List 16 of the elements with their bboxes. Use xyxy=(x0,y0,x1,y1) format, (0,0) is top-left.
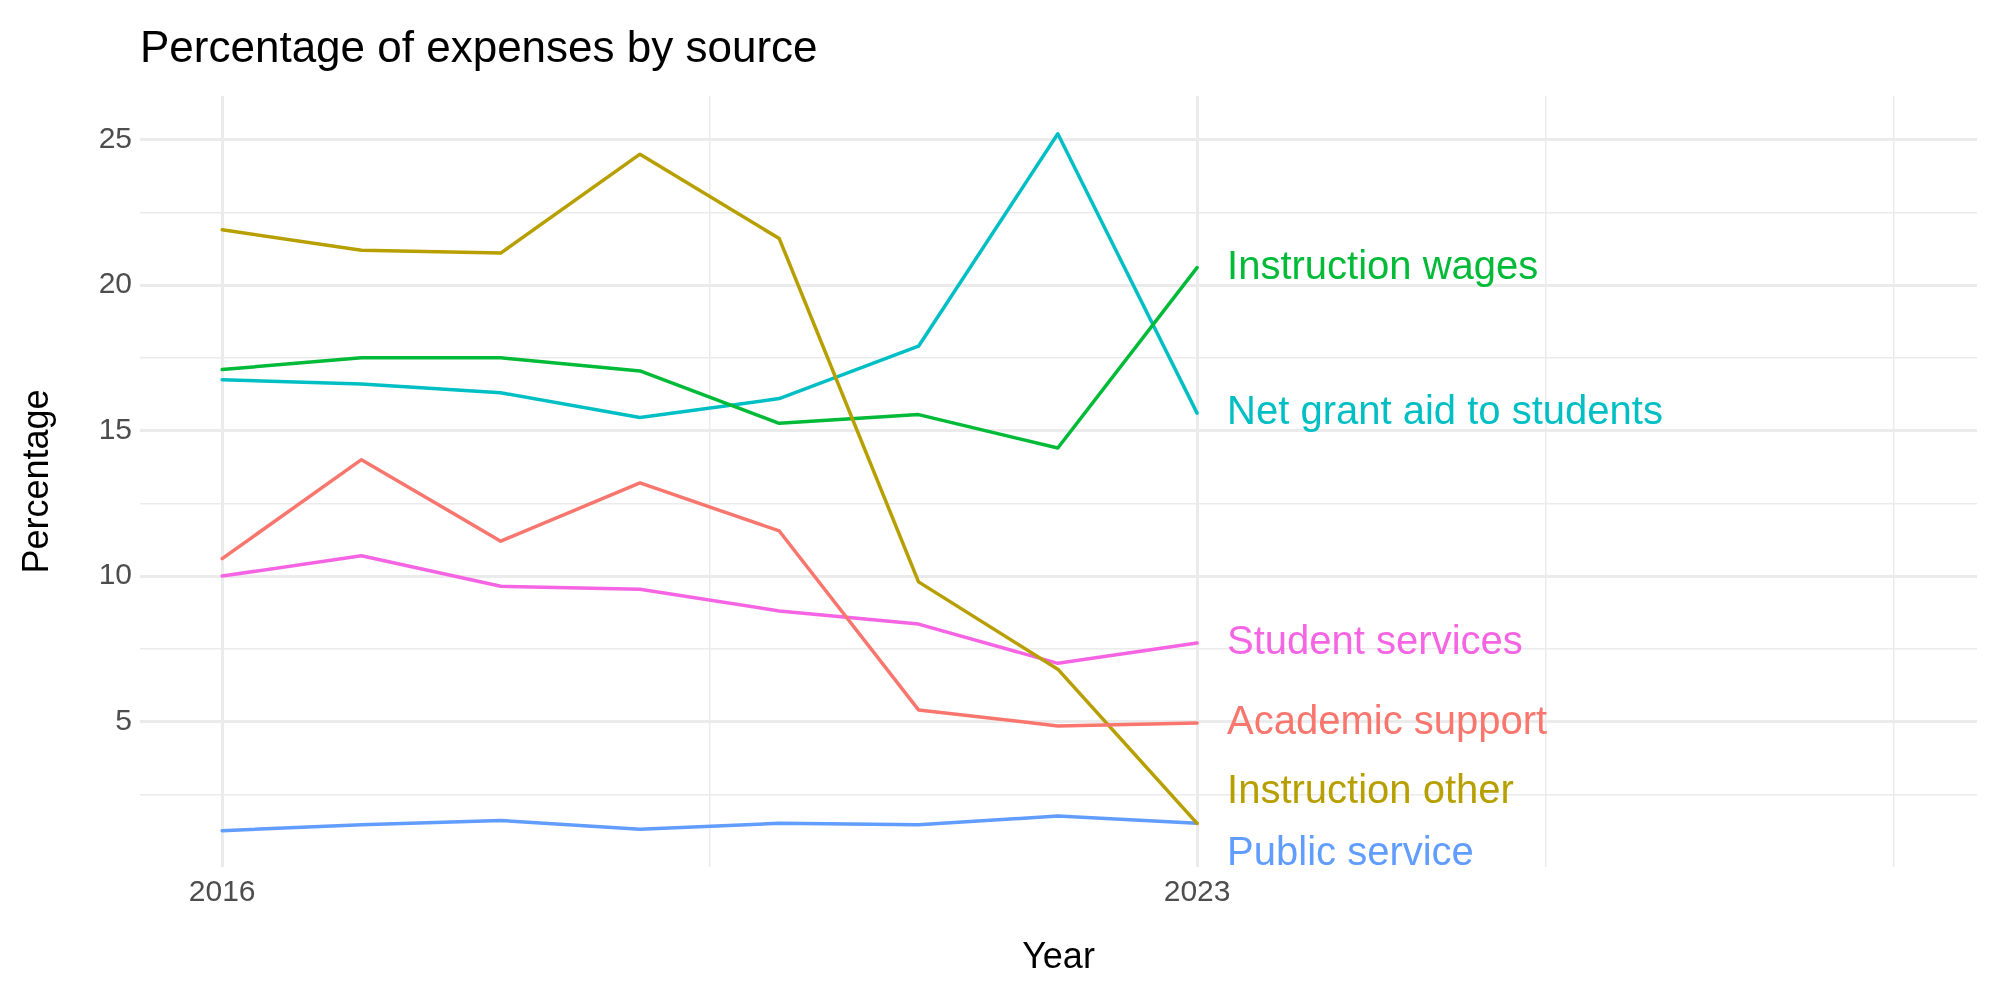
series-label: Net grant aid to students xyxy=(1227,388,1663,433)
y-tick-label: 20 xyxy=(98,266,132,300)
series-label: Student services xyxy=(1227,618,1523,662)
x-axis-title: Year xyxy=(1022,935,1095,977)
x-tick-label: 2016 xyxy=(188,874,256,908)
y-axis-title: Percentage xyxy=(14,389,56,574)
y-tick-label: 10 xyxy=(98,557,132,591)
y-tick-label: 15 xyxy=(98,411,132,445)
series-label: Instruction wages xyxy=(1227,242,1539,287)
x-tick-label: 2023 xyxy=(1163,874,1231,908)
chart-title: Percentage of expenses by source xyxy=(140,22,818,71)
series-label: Public service xyxy=(1227,829,1474,874)
series-label: Instruction other xyxy=(1227,767,1514,812)
y-tick-label: 25 xyxy=(98,120,132,154)
series-label: Academic support xyxy=(1227,698,1548,743)
y-tick-label: 5 xyxy=(115,702,132,736)
